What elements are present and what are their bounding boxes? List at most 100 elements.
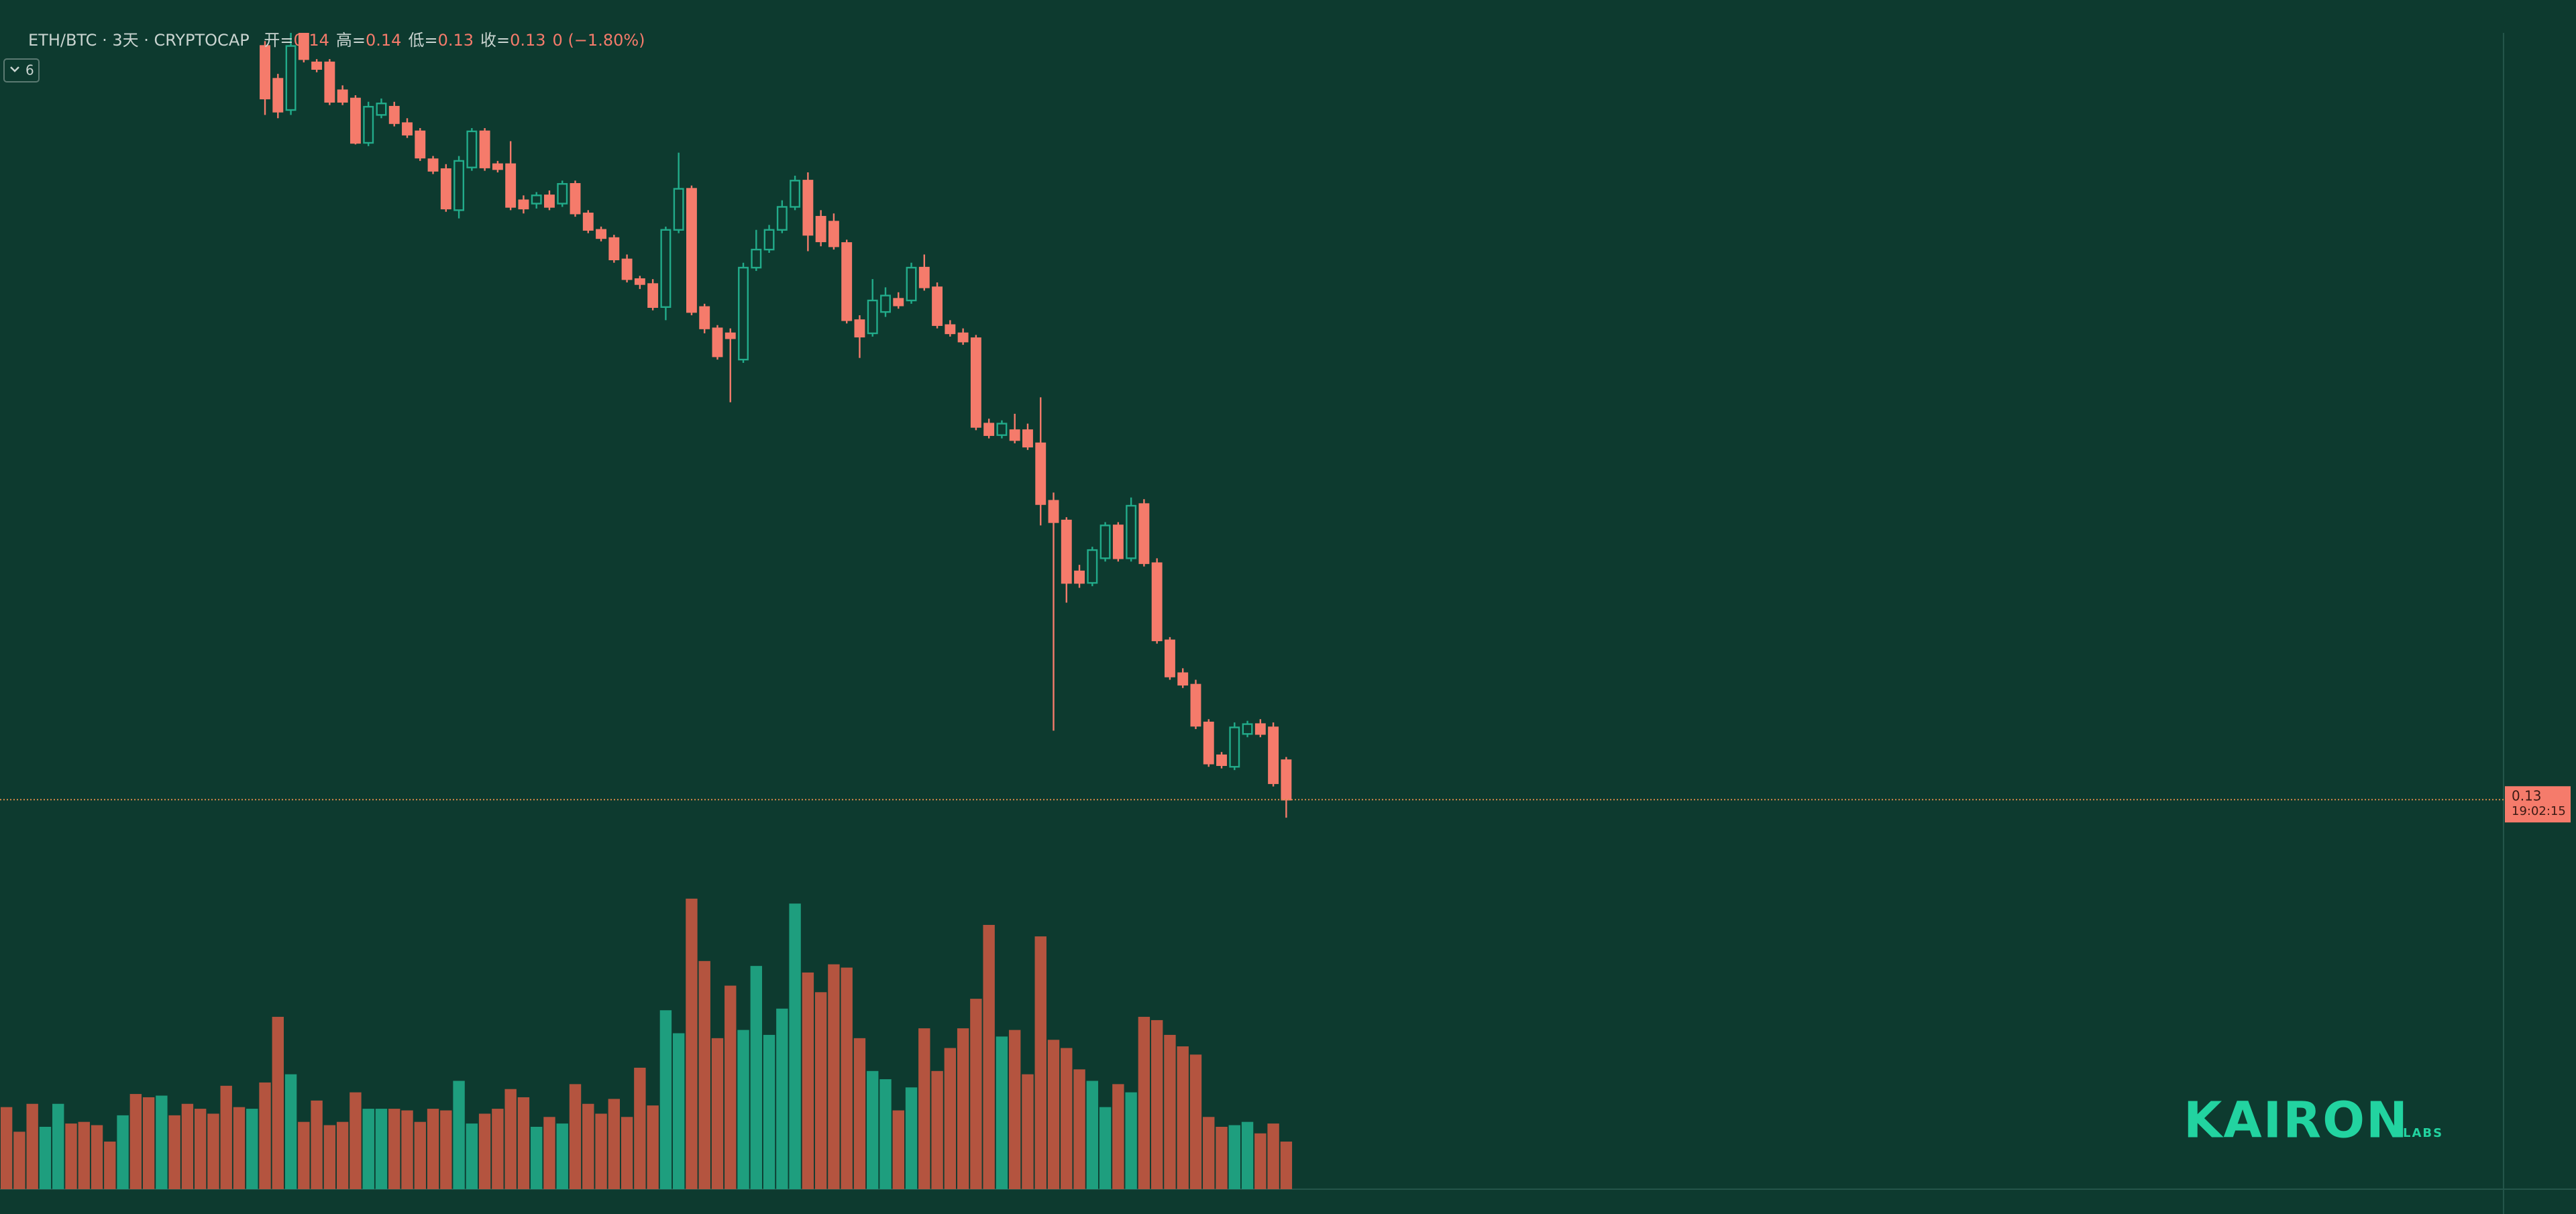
volume-bar bbox=[1150, 1019, 1163, 1189]
candle-body bbox=[1164, 639, 1175, 677]
candle-body bbox=[531, 195, 542, 205]
volume-bar bbox=[531, 1127, 543, 1189]
overlay: ETH/BTC · 3天 · CRYPTOCAP 开=0.14 高=0.14 低=0… bbox=[0, 31, 2571, 1150]
volume-bar bbox=[802, 972, 814, 1189]
volume-bar bbox=[440, 1110, 452, 1189]
volume-bar bbox=[78, 1121, 90, 1189]
candle-body bbox=[272, 78, 284, 113]
volume-bar bbox=[724, 985, 737, 1189]
volume-bar bbox=[336, 1121, 349, 1189]
volume-bar bbox=[750, 966, 762, 1189]
candle-body bbox=[712, 327, 723, 357]
volume-bar bbox=[944, 1048, 957, 1189]
volume-bar bbox=[1164, 1034, 1176, 1189]
candle-body bbox=[647, 283, 659, 308]
volume-bar bbox=[1112, 1084, 1124, 1189]
candle-body bbox=[660, 229, 672, 308]
volume-bar bbox=[1203, 1117, 1215, 1189]
volume-bar bbox=[13, 1132, 25, 1189]
volume-bar bbox=[1034, 936, 1046, 1189]
volume-bar bbox=[104, 1142, 116, 1189]
candle-body bbox=[1009, 429, 1020, 441]
candle-body bbox=[427, 158, 439, 172]
candle-body bbox=[415, 130, 426, 159]
candle-body bbox=[802, 180, 814, 236]
candle-body bbox=[906, 266, 917, 302]
price-tag bbox=[2505, 786, 2571, 823]
volume-bar bbox=[814, 992, 827, 1189]
volume-bar bbox=[582, 1103, 594, 1189]
volume-bar bbox=[272, 1017, 284, 1189]
candle-body bbox=[1151, 562, 1163, 641]
volume-bar bbox=[698, 960, 710, 1189]
candle-body bbox=[1254, 723, 1266, 735]
volume-bar bbox=[569, 1084, 582, 1189]
candle-body bbox=[1229, 726, 1240, 768]
volume-bar bbox=[1073, 1069, 1085, 1189]
candle-body bbox=[1190, 683, 1201, 727]
candle-body bbox=[596, 229, 607, 239]
candle-body bbox=[957, 332, 969, 343]
toggle-chevron[interactable] bbox=[10, 66, 19, 72]
volume-bar bbox=[1047, 1040, 1060, 1189]
candle-body bbox=[388, 105, 400, 124]
volume-bar bbox=[181, 1103, 194, 1189]
candle-body bbox=[983, 423, 995, 436]
plot-area bbox=[0, 33, 1293, 1189]
volume-bar bbox=[0, 1107, 13, 1189]
candle-body bbox=[1099, 525, 1111, 559]
toggle-count[interactable]: 6 bbox=[25, 62, 34, 78]
legend-label: 开= bbox=[264, 31, 293, 50]
volume-bar bbox=[91, 1125, 103, 1189]
candle-body bbox=[945, 324, 956, 335]
volume-bar bbox=[504, 1089, 517, 1189]
candle-body bbox=[1177, 672, 1189, 686]
candle-body bbox=[854, 319, 865, 338]
candle-body bbox=[776, 206, 788, 231]
indicator-toggle[interactable]: 6 bbox=[3, 58, 40, 82]
candle-body bbox=[453, 160, 465, 211]
legend-label: 低= bbox=[408, 31, 437, 50]
volume-bar bbox=[311, 1100, 323, 1189]
candle-body bbox=[1216, 754, 1227, 767]
candle-body bbox=[582, 213, 594, 231]
candle-body bbox=[1048, 500, 1059, 523]
candle-body bbox=[285, 45, 297, 111]
volume-bar bbox=[466, 1123, 478, 1189]
volume-bar bbox=[853, 1038, 866, 1189]
candle-body bbox=[1022, 429, 1033, 448]
volume-bar bbox=[672, 1033, 685, 1189]
candle-body bbox=[621, 258, 633, 280]
candle-body bbox=[724, 332, 736, 339]
candle-body bbox=[544, 195, 555, 208]
candle-body bbox=[1203, 721, 1214, 765]
legend-value: 0.14 bbox=[293, 31, 329, 50]
candle-body bbox=[996, 423, 1008, 436]
volume-bar bbox=[1022, 1074, 1034, 1189]
volume-bar bbox=[142, 1097, 155, 1189]
legend-value: 0.14 bbox=[366, 31, 401, 50]
volume-bar bbox=[905, 1087, 918, 1189]
candle-body bbox=[880, 294, 891, 313]
candle-body bbox=[738, 266, 749, 361]
toggle-box[interactable] bbox=[3, 58, 40, 82]
candle-body bbox=[763, 229, 775, 251]
volume-bar bbox=[1061, 1048, 1073, 1189]
volume-bar bbox=[453, 1081, 465, 1189]
volume-bar bbox=[879, 1079, 892, 1189]
candle-body bbox=[260, 45, 270, 100]
candle-body bbox=[557, 182, 568, 205]
legend-label: 收= bbox=[480, 31, 510, 50]
volume-bar bbox=[350, 1092, 362, 1189]
candle-body bbox=[893, 298, 904, 307]
volume-bar bbox=[39, 1127, 52, 1189]
brand: KAIRON bbox=[2184, 1092, 2409, 1150]
candle-body bbox=[492, 163, 503, 170]
volume-bar bbox=[220, 1085, 232, 1189]
volume-bar bbox=[659, 1010, 672, 1189]
candle-body bbox=[337, 89, 348, 103]
candle-body bbox=[828, 221, 839, 247]
candle-body bbox=[751, 248, 762, 269]
